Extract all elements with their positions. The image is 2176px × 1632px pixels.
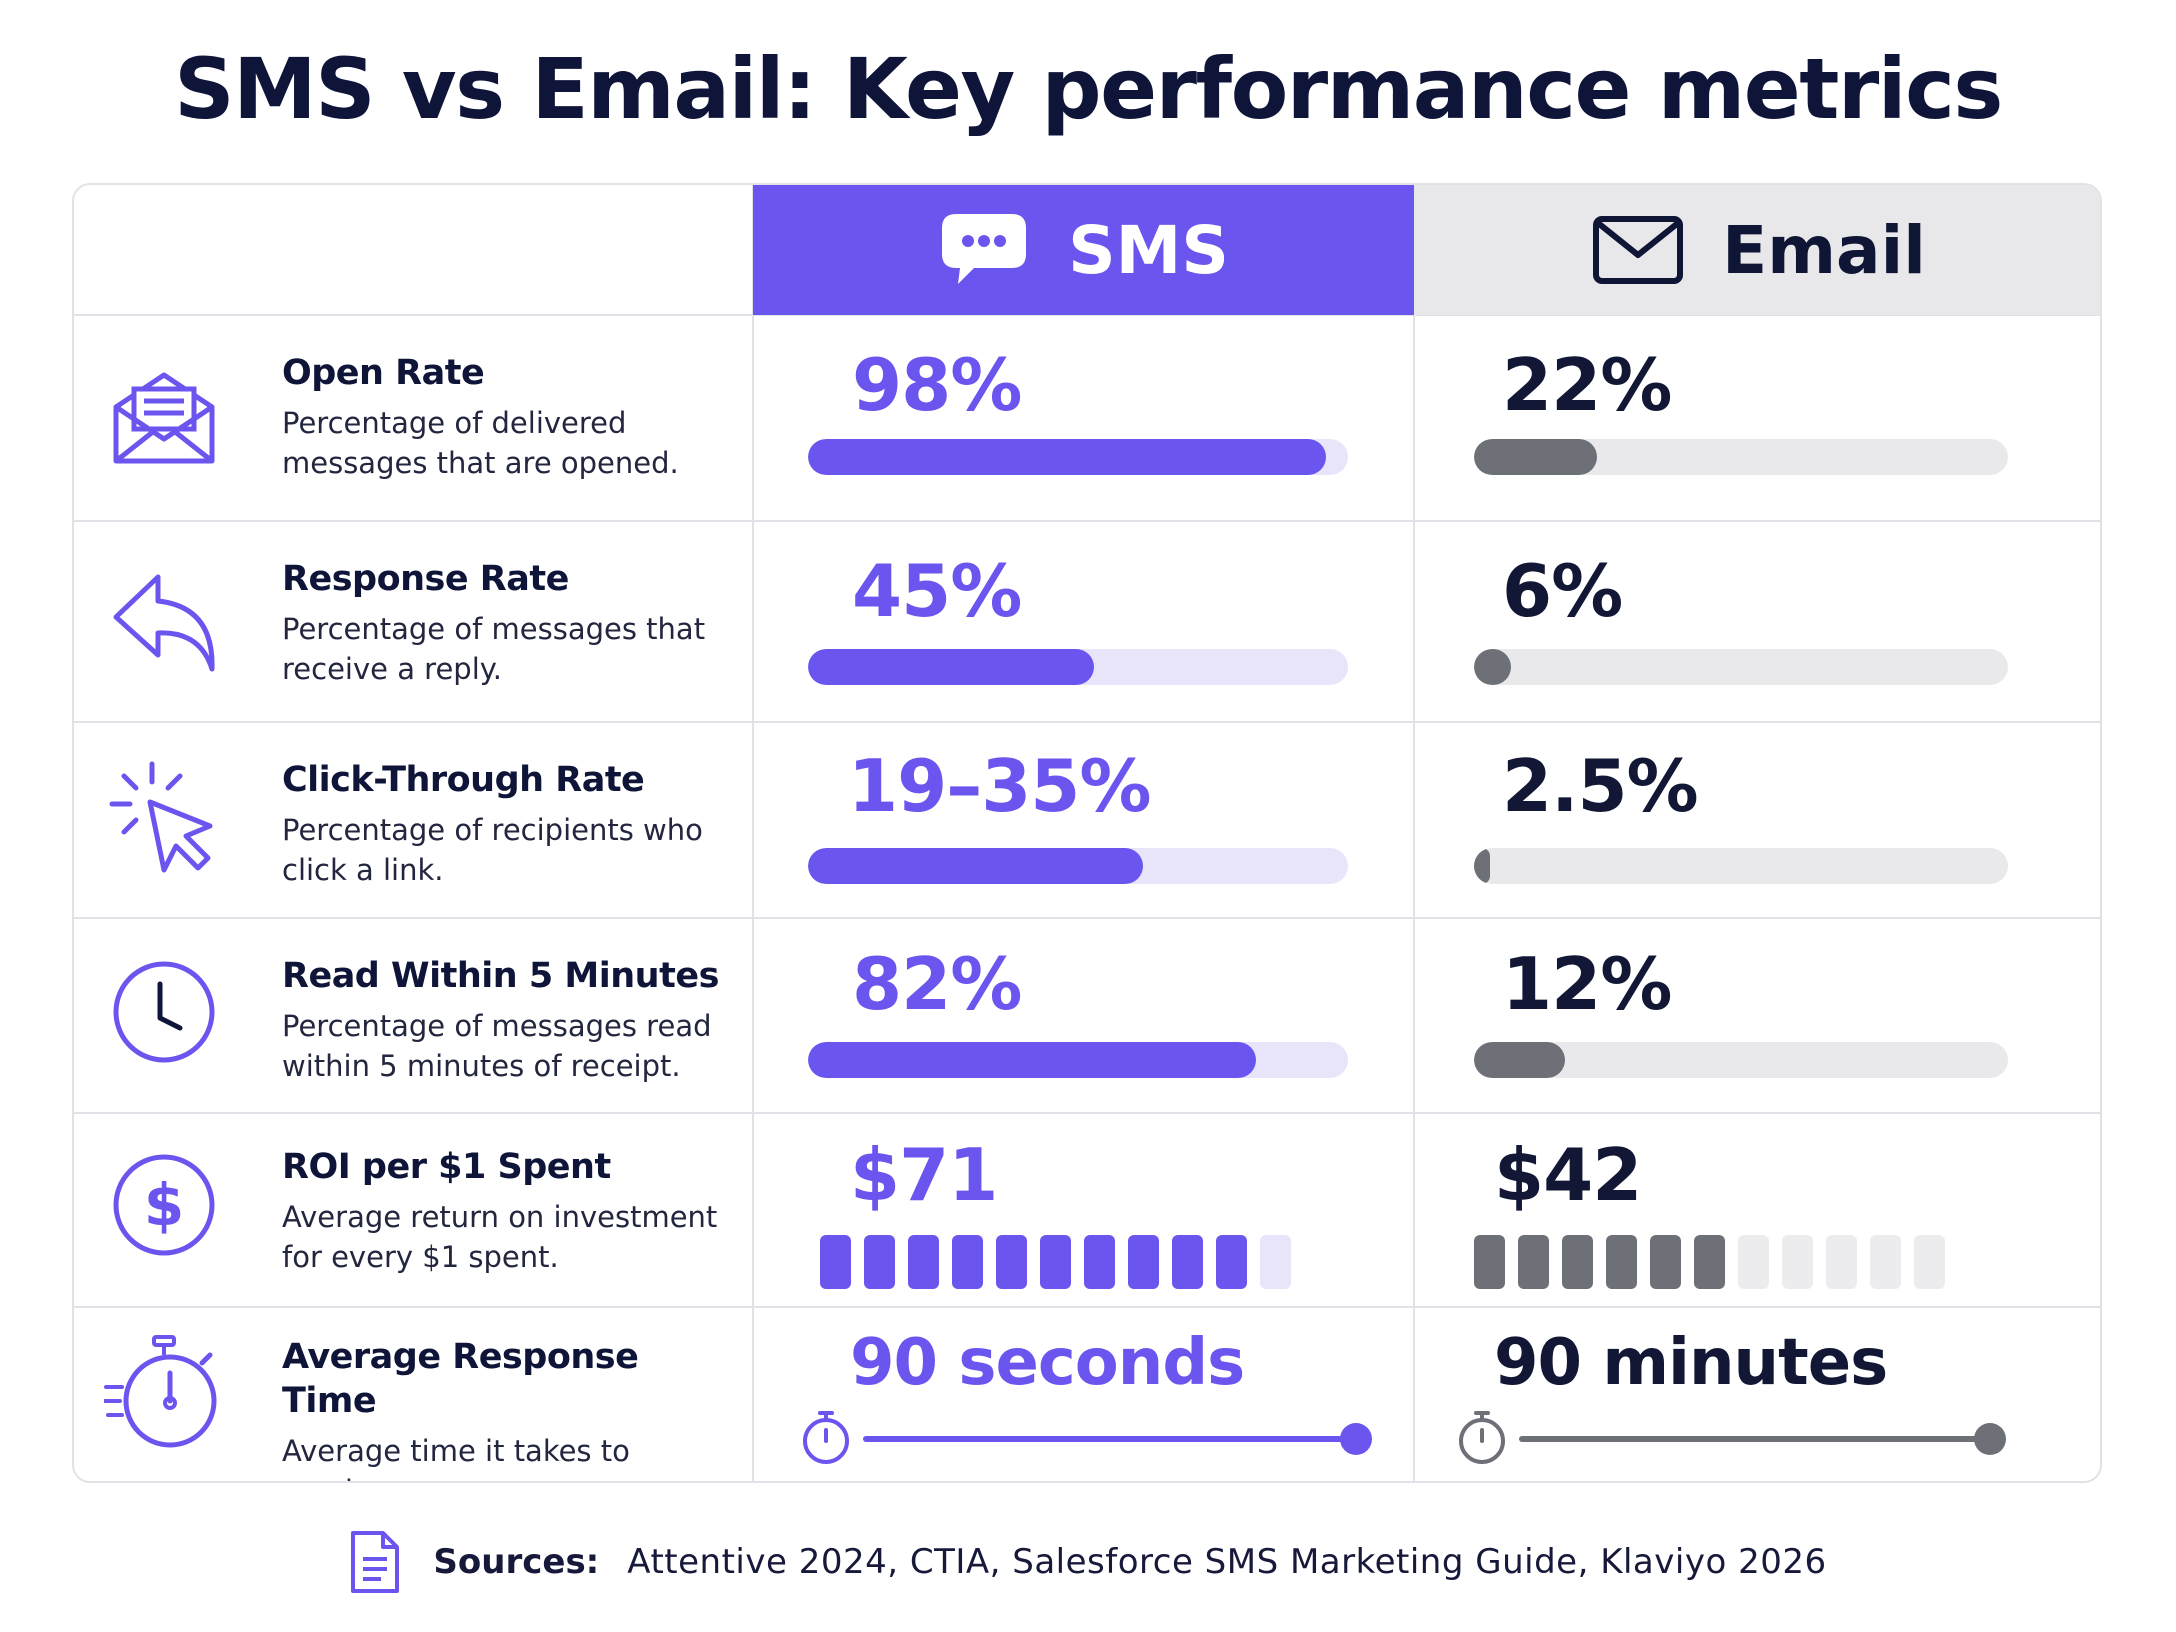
sms-value: 45% [852, 549, 1022, 633]
clock-icon [113, 961, 215, 1063]
metric-name: Read Within 5 Minutes [282, 956, 719, 996]
roi-block-empty [1826, 1235, 1857, 1289]
roi-block-empty [1738, 1235, 1769, 1289]
roi-block-filled [1474, 1235, 1505, 1289]
roi-block-filled [908, 1235, 939, 1289]
chat-bubble-icon [942, 214, 1027, 284]
roi-block-filled [1040, 1235, 1071, 1289]
sms-value: 90 seconds [850, 1326, 1245, 1400]
sms-response-timeline [803, 1411, 1372, 1464]
timer-icon [803, 1411, 849, 1464]
metric-row-open-rate: Open Rate Percentage of delivered messag… [74, 315, 2100, 521]
metric-description: Percentage of messages read within 5 min… [282, 1009, 712, 1083]
sms-bar-fill [808, 848, 1143, 884]
email-bar-track [1474, 439, 2008, 475]
roi-block-filled [1172, 1235, 1203, 1289]
metric-description: Average time it takes to receive a respo… [282, 1434, 630, 1481]
metric-row-read-within-5-minutes: Read Within 5 Minutes Percentage of mess… [74, 918, 2100, 1113]
roi-block-filled [1084, 1235, 1115, 1289]
stopwatch-icon [104, 1335, 217, 1448]
svg-text:$: $ [144, 1171, 184, 1239]
sms-bar-track [808, 1042, 1348, 1078]
roi-block-filled [1216, 1235, 1247, 1289]
metric-name: Response Rate [282, 559, 569, 599]
email-bar-track [1474, 649, 2008, 685]
comparison-table: SMS Email Open Rate Percentage of delive… [72, 183, 2102, 1483]
table-grid-lines [74, 185, 2100, 1481]
metric-row-response-rate: Response Rate Percentage of messages tha… [74, 521, 2100, 722]
sms-column-header: SMS [753, 185, 1414, 315]
roi-block-filled [820, 1235, 851, 1289]
roi-block-filled [952, 1235, 983, 1289]
roi-block-filled [1606, 1235, 1637, 1289]
metric-description: Percentage of recipients who click a lin… [282, 813, 703, 887]
sms-column-label: SMS [1068, 211, 1229, 289]
roi-block-empty [1782, 1235, 1813, 1289]
sms-bar-fill [808, 1042, 1257, 1078]
email-value: 6% [1502, 549, 1623, 633]
metric-description: Average return on investment for every $… [282, 1200, 718, 1274]
email-value: 12% [1502, 942, 1672, 1026]
sms-value: 98% [852, 343, 1022, 427]
email-bar-fill [1474, 649, 1512, 685]
metric-name: Click-Through Rate [282, 760, 645, 800]
email-bar-track [1474, 1042, 2008, 1078]
email-value: 2.5% [1502, 744, 1699, 828]
sms-roi-blocks [820, 1235, 1291, 1289]
email-timeline-endpoint [1974, 1423, 2006, 1455]
roi-block-filled [1694, 1235, 1725, 1289]
metric-description: Percentage of delivered messages that ar… [282, 406, 679, 480]
sms-value: 82% [852, 942, 1022, 1026]
roi-block-filled [996, 1235, 1027, 1289]
sms-value: 19–35% [848, 744, 1152, 828]
email-bar-fill [1474, 848, 1491, 884]
sms-bar-track [808, 439, 1348, 475]
email-value: 22% [1502, 343, 1672, 427]
sms-bar-fill [808, 649, 1095, 685]
envelope-icon [1593, 216, 1684, 284]
sources-footer: Sources: Attentive 2024, CTIA, Salesforc… [0, 1522, 2176, 1602]
metric-row-click-through-rate: Click-Through Rate Percentage of recipie… [74, 722, 2100, 918]
open-envelope-icon [113, 372, 215, 464]
email-roi-blocks [1474, 1235, 1945, 1289]
metric-row-average-response-time: Average Response Time Average time it ta… [74, 1307, 2100, 1481]
reply-arrow-icon [113, 574, 215, 672]
metric-row-roi: $ ROI per $1 Spent Average return on inv… [74, 1113, 2100, 1307]
sms-value: $71 [850, 1133, 998, 1217]
sms-bar-track [808, 649, 1348, 685]
roi-block-filled [1650, 1235, 1681, 1289]
roi-block-filled [1128, 1235, 1159, 1289]
document-icon [351, 1531, 400, 1593]
roi-block-filled [864, 1235, 895, 1289]
roi-block-empty [1260, 1235, 1291, 1289]
roi-block-empty [1914, 1235, 1945, 1289]
page-title: SMS vs Email: Key performance metrics [174, 40, 2003, 138]
email-column-label: Email [1722, 211, 1926, 289]
metric-name: ROI per $1 Spent [282, 1147, 611, 1187]
email-value: 90 minutes [1494, 1326, 1888, 1400]
metric-name: Open Rate [282, 353, 485, 393]
cursor-click-icon [109, 761, 213, 873]
email-bar-fill [1474, 439, 1597, 475]
roi-block-filled [1518, 1235, 1549, 1289]
email-bar-track [1474, 848, 2008, 884]
dollar-circle-icon: $ [113, 1154, 215, 1256]
sms-bar-fill [808, 439, 1327, 475]
metric-description: Percentage of messages that receive a re… [282, 612, 706, 686]
roi-block-filled [1562, 1235, 1593, 1289]
roi-block-empty [1870, 1235, 1901, 1289]
metric-name: Average Response Time [282, 1337, 639, 1421]
sms-bar-track [808, 848, 1348, 884]
timer-icon [1459, 1411, 1505, 1464]
sources-text: Attentive 2024, CTIA, Salesforce SMS Mar… [627, 1542, 1827, 1582]
email-column-header: Email [1414, 185, 2100, 315]
sources-label: Sources: [433, 1542, 600, 1582]
email-response-timeline [1459, 1411, 2006, 1464]
sms-timeline-endpoint [1340, 1423, 1372, 1455]
email-bar-fill [1474, 1042, 1565, 1078]
email-value: $42 [1494, 1133, 1642, 1217]
